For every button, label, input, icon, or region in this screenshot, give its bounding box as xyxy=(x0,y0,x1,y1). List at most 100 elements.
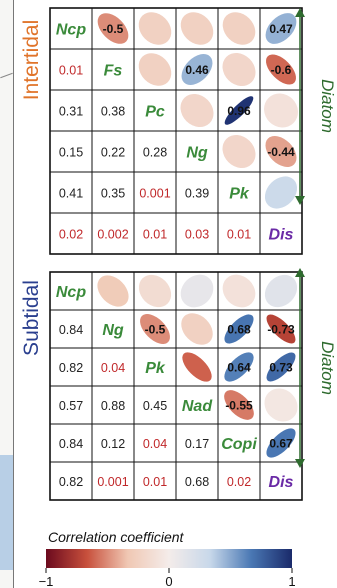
variable-name: Ng xyxy=(102,322,124,339)
p-value: 0.82 xyxy=(59,475,83,489)
correlation-label: -0.73 xyxy=(267,323,295,337)
p-value: 0.002 xyxy=(97,228,128,242)
variable-name: Pk xyxy=(229,186,250,203)
correlation-ellipse xyxy=(224,352,254,382)
correlation-label: 0.47 xyxy=(269,22,293,36)
p-value: 0.02 xyxy=(59,228,83,242)
p-value: 0.001 xyxy=(97,475,128,489)
correlation-ellipse xyxy=(97,13,129,44)
p-value: 0.17 xyxy=(185,437,209,451)
correlation-ellipse xyxy=(265,135,297,168)
colorbar xyxy=(46,549,292,568)
correlation-ellipse xyxy=(182,352,212,382)
variable-name: Dis xyxy=(269,474,294,491)
correlation-ellipse xyxy=(224,96,254,125)
correlation-label: 0.64 xyxy=(227,361,251,375)
p-value: 0.68 xyxy=(185,475,209,489)
p-value: 0.45 xyxy=(143,399,167,413)
correlation-ellipse xyxy=(264,388,298,422)
p-value: 0.88 xyxy=(101,399,125,413)
p-value: 0.82 xyxy=(59,361,83,375)
correlation-ellipse xyxy=(138,53,172,86)
p-value: 0.03 xyxy=(185,228,209,242)
correlation-ellipse xyxy=(181,54,213,85)
variable-name: Fs xyxy=(104,63,123,80)
arrow-down-icon xyxy=(295,459,305,468)
p-value: 0.28 xyxy=(143,146,167,160)
colorbar-tick-label: −1 xyxy=(39,574,54,588)
correlation-label: 0.68 xyxy=(227,323,251,337)
correlation-ellipse xyxy=(265,13,297,44)
correlation-ellipse xyxy=(222,134,256,169)
correlation-label: -0.6 xyxy=(271,63,292,77)
p-value: 0.38 xyxy=(101,105,125,119)
p-value: 0.41 xyxy=(59,187,83,201)
arrow-down-icon xyxy=(295,196,305,205)
variable-name: Ng xyxy=(186,145,208,162)
colorbar-title: Correlation coefficient xyxy=(48,529,185,545)
p-value: 0.35 xyxy=(101,187,125,201)
p-value: 0.001 xyxy=(139,187,170,201)
colorbar-tick-label: 1 xyxy=(288,574,295,588)
variable-name: Ncp xyxy=(56,22,86,39)
p-value: 0.01 xyxy=(143,475,167,489)
variable-name: Pc xyxy=(145,104,165,121)
correlation-ellipse xyxy=(181,313,213,345)
p-value: 0.39 xyxy=(185,187,209,201)
correlation-ellipse xyxy=(180,93,214,128)
p-value: 0.01 xyxy=(59,64,83,78)
p-value: 0.84 xyxy=(59,437,83,451)
correlation-label: -0.44 xyxy=(267,145,295,159)
side-label: Diatom xyxy=(318,79,337,133)
correlation-ellipse xyxy=(138,274,172,308)
correlation-label: -0.5 xyxy=(103,22,124,36)
p-value: 0.04 xyxy=(143,437,167,451)
variable-name: Pk xyxy=(145,360,166,377)
correlation-ellipse xyxy=(224,390,254,420)
correlation-label: 0.67 xyxy=(269,437,293,451)
side-label: Diatom xyxy=(318,341,337,395)
correlation-label: -0.55 xyxy=(225,399,253,413)
p-value: 0.57 xyxy=(59,399,83,413)
p-value: 0.22 xyxy=(101,146,125,160)
correlation-ellipse xyxy=(97,275,129,307)
p-value: 0.04 xyxy=(101,361,125,375)
correlation-ellipse xyxy=(266,314,296,344)
panel-label: Intertidal xyxy=(20,20,43,101)
correlation-ellipse xyxy=(180,274,214,308)
p-value: 0.01 xyxy=(227,228,251,242)
correlation-label: 0.46 xyxy=(185,63,209,77)
correlation-ellipse xyxy=(140,314,170,344)
adjacent-figure-blue xyxy=(0,455,13,570)
correlation-ellipse xyxy=(266,352,296,382)
p-value: 0.31 xyxy=(59,105,83,119)
correlation-ellipse xyxy=(264,93,298,128)
p-value: 0.01 xyxy=(143,228,167,242)
correlation-ellipse xyxy=(222,274,256,308)
variable-name: Dis xyxy=(269,227,294,244)
arrow-up-icon xyxy=(295,268,305,277)
colorbar-tick-label: 0 xyxy=(165,574,172,588)
correlation-ellipse xyxy=(222,52,256,87)
p-value: 0.15 xyxy=(59,146,83,160)
variable-name: Nad xyxy=(182,398,213,415)
p-value: 0.02 xyxy=(227,475,251,489)
correlation-ellipse xyxy=(264,176,298,209)
correlation-ellipse xyxy=(266,428,296,458)
variable-name: Ncp xyxy=(56,284,86,301)
correlation-label: 0.96 xyxy=(227,104,251,118)
adjacent-figure-strip xyxy=(0,0,14,588)
correlation-ellipse xyxy=(264,274,298,308)
variable-name: Copi xyxy=(221,436,257,453)
p-value: 0.12 xyxy=(101,437,125,451)
correlation-ellipse xyxy=(224,314,254,344)
panel-label: Subtidal xyxy=(20,280,43,356)
correlation-label: -0.5 xyxy=(145,323,166,337)
p-value: 0.84 xyxy=(59,323,83,337)
correlation-label: 0.73 xyxy=(269,361,293,375)
correlation-ellipse xyxy=(266,54,296,85)
correlation-ellipse xyxy=(138,12,172,45)
correlation-ellipse xyxy=(222,12,256,45)
